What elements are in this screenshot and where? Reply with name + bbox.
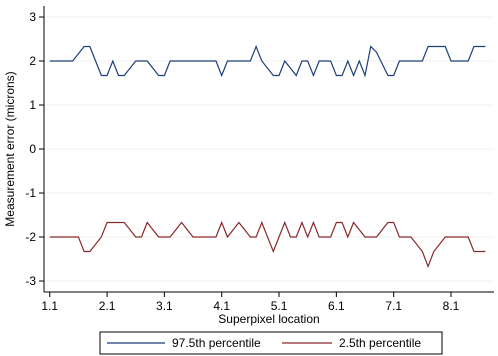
x-tick-label-6: 7.1 bbox=[385, 299, 402, 313]
legend: 97.5th percentile 2.5th percentile bbox=[99, 331, 443, 355]
grid-layer bbox=[44, 16, 494, 282]
series-line-2 bbox=[49, 220, 486, 269]
x-axis-title: Superpixel location bbox=[218, 312, 319, 326]
y-tick-label-1: -2 bbox=[25, 230, 36, 244]
x-tick-label-4: 5.1 bbox=[271, 299, 288, 313]
x-tick-label-2: 3.1 bbox=[156, 299, 173, 313]
x-tick-label-0: 1.1 bbox=[41, 299, 58, 313]
legend-box bbox=[99, 331, 443, 355]
y-tick-label-4: 1 bbox=[29, 98, 36, 112]
legend-label-series-1: 97.5th percentile bbox=[172, 336, 261, 350]
series-layer bbox=[49, 44, 486, 269]
legend-label-series-2: 2.5th percentile bbox=[339, 336, 421, 350]
y-tick-label-6: 3 bbox=[29, 10, 36, 24]
axes-layer: -3 -2 -1 0 1 2 3 1.1 2.1 3.1 4.1 5.1 6.1 7.1 8.1 bbox=[25, 6, 494, 313]
x-tick-label-3: 4.1 bbox=[213, 299, 230, 313]
y-tick-label-0: -3 bbox=[25, 274, 36, 288]
x-tick-label-1: 2.1 bbox=[99, 299, 116, 313]
y-axis-title: Measurement error (microns) bbox=[3, 71, 17, 226]
y-tick-label-2: -1 bbox=[25, 186, 36, 200]
x-tick-label-7: 8.1 bbox=[443, 299, 460, 313]
x-tick-label-5: 6.1 bbox=[328, 299, 345, 313]
y-tick-label-3: 0 bbox=[29, 142, 36, 156]
series-line-1 bbox=[49, 44, 486, 78]
y-tick-label-5: 2 bbox=[29, 54, 36, 68]
